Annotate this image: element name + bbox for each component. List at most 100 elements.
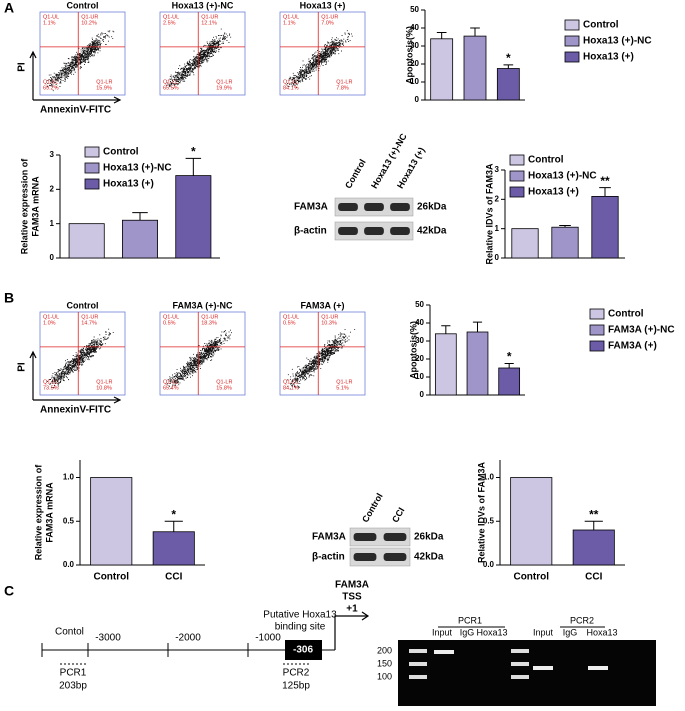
- bar: [152, 531, 195, 566]
- flow-events: [166, 28, 232, 89]
- x-tick-label: Control: [513, 572, 549, 583]
- binding-site: [285, 640, 322, 660]
- y-tick-label: 0: [50, 253, 55, 262]
- error-bar: [436, 32, 447, 39]
- flow-x-label: AnnexinV-FITC: [40, 105, 111, 116]
- blot-band: [338, 227, 358, 235]
- quadrant-value: 84.1%: [283, 85, 299, 91]
- y-axis-label: Relative IDVs of FAM3A: [484, 163, 494, 265]
- flow-title: FAM3A (+)-NC: [173, 300, 233, 310]
- significance: **: [589, 507, 599, 521]
- quadrant-value: 15.8%: [216, 385, 232, 391]
- quadrant-name: Q1-LL: [163, 379, 178, 385]
- y-tick-label: 40: [410, 23, 419, 32]
- bar: [498, 367, 521, 396]
- quadrant-value: 10.3%: [321, 320, 337, 326]
- panel-label: C: [4, 583, 14, 599]
- blot-band: [353, 553, 377, 561]
- x-tick-label: CCI: [585, 572, 602, 583]
- quadrant-name: Q1-LR: [96, 379, 112, 385]
- gel-band: [434, 650, 454, 654]
- flow-title: Hoxa13 (+)-NC: [172, 0, 234, 10]
- y-tick-label: 3: [495, 165, 500, 174]
- blot-band: [338, 203, 358, 211]
- ladder-size: 150: [377, 658, 392, 668]
- legend-label: Hoxa13 (+)-NC: [583, 36, 652, 47]
- flow-title: FAM3A (+): [301, 300, 345, 310]
- quadrant-name: Q1-LR: [96, 79, 112, 85]
- quadrant-value: 69.2%: [43, 85, 59, 91]
- ladder-band: [409, 649, 427, 653]
- bar: [175, 175, 212, 259]
- error-bar: [164, 520, 183, 532]
- quadrant-value: 10.2%: [81, 20, 97, 26]
- ladder-band: [409, 662, 427, 666]
- y-tick-label: 20: [415, 354, 424, 363]
- x-tick-label: Control: [93, 572, 129, 583]
- y-tick-label: 0.5: [63, 516, 75, 525]
- legend-label: Hoxa13 (+)-NC: [103, 163, 172, 174]
- quadrant-name: Q1-UL: [283, 14, 299, 20]
- y-tick-label: 30: [410, 41, 419, 50]
- quadrant-gate: [280, 12, 365, 95]
- flow-events: [166, 329, 232, 390]
- significance: *: [507, 350, 512, 364]
- binding-label: binding site: [275, 622, 326, 633]
- position-label: -2000: [175, 633, 201, 644]
- bar: [68, 223, 105, 259]
- quadrant-value: 10.8%: [96, 385, 112, 391]
- quadrant-value: 65.5%: [163, 85, 179, 91]
- legend-swatch: [589, 324, 605, 336]
- panel-label: B: [4, 290, 14, 306]
- quadrant-gate: [280, 312, 365, 395]
- error-bar: [599, 187, 611, 197]
- quadrant-value: 1.1%: [283, 20, 296, 26]
- panel-label: A: [4, 0, 14, 16]
- legend-label: Control: [528, 155, 564, 166]
- quadrant-name: Q1-LR: [216, 79, 232, 85]
- bar: [122, 219, 159, 259]
- quadrant-value: 0.5%: [283, 320, 296, 326]
- quadrant-gate: [160, 12, 245, 95]
- quadrant-value: 15.9%: [96, 85, 112, 91]
- quadrant-value: 1.1%: [43, 20, 56, 26]
- significance: *: [506, 51, 511, 65]
- y-axis-label: Relative expression of: [19, 158, 29, 255]
- quadrant-name: Q1-LL: [163, 79, 178, 85]
- legend-swatch: [509, 154, 525, 166]
- pcr-size: 125bp: [282, 681, 310, 692]
- flow-title: Control: [67, 0, 99, 10]
- significance: *: [191, 145, 196, 159]
- row-label: FAM3A: [294, 202, 328, 213]
- legend-label: FAM3A (+): [608, 341, 657, 352]
- quadrant-value: 65.4%: [163, 385, 179, 391]
- legend-label: FAM3A (+)-NC: [608, 325, 675, 336]
- y-tick-label: 0.0: [63, 560, 75, 569]
- flow-y-label: PI: [17, 62, 28, 72]
- axis-arrow: [29, 350, 122, 404]
- legend-label: Hoxa13 (+): [103, 179, 154, 190]
- gel-group: PCR1: [458, 615, 482, 625]
- flow-events: [47, 328, 114, 389]
- legend-label: Hoxa13 (+): [583, 52, 634, 63]
- pcr-name: PCR2: [283, 668, 310, 679]
- bar: [434, 333, 457, 396]
- blot-band: [390, 227, 410, 235]
- quadrant-name: Q1-LR: [216, 379, 232, 385]
- row-size: 42kDa: [414, 552, 444, 563]
- position-label: -3000: [95, 633, 121, 644]
- significance: *: [171, 507, 176, 521]
- quadrant-value: 73.5%: [43, 385, 59, 391]
- ladder-size: 200: [377, 645, 392, 655]
- y-axis-label: Apoptosis(%): [404, 26, 414, 84]
- error-bar: [584, 520, 603, 530]
- y-tick-label: 50: [410, 5, 419, 14]
- error-bar: [470, 27, 480, 37]
- site-label: -306: [293, 645, 313, 656]
- tss-arrow: [334, 611, 370, 650]
- y-tick-label: 0: [415, 95, 420, 104]
- bar: [510, 477, 553, 566]
- quadrant-name: Q1-UL: [43, 314, 59, 320]
- gel-lane: IgG: [460, 627, 475, 637]
- legend-label: Control: [608, 309, 644, 320]
